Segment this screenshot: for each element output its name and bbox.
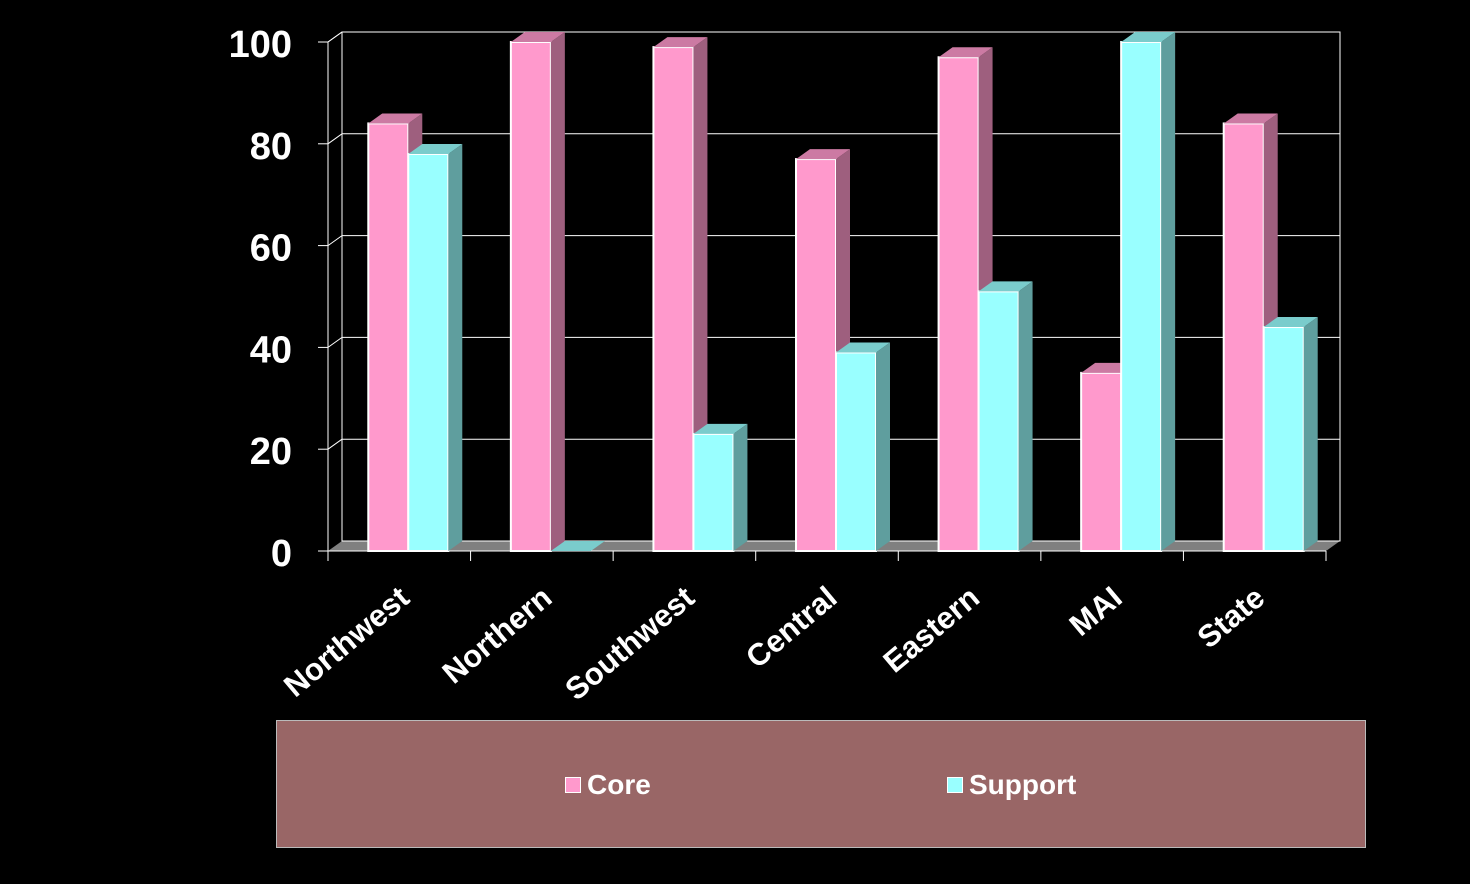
bar-front: [367, 122, 410, 552]
x-tick-labels: Northwest Northern Southwest Central Eastern…: [277, 580, 1271, 708]
bar-top: [510, 32, 565, 42]
x-tick-label: Central: [739, 580, 843, 675]
bar-front: [509, 41, 552, 552]
bar-core-southwest: [652, 37, 708, 553]
y-tick-label: 0: [271, 533, 292, 575]
gridline-diagonal: [327, 133, 343, 145]
legend: Core Support: [276, 720, 1366, 848]
bar-side: [1303, 317, 1318, 551]
bar-support-eastern: [977, 281, 1033, 552]
bar-core-northern: [509, 32, 565, 552]
gridline-diagonal: [327, 235, 343, 247]
bar-side: [1161, 32, 1176, 551]
gridline-diagonal: [327, 438, 343, 450]
gridline-diagonal: [327, 336, 343, 348]
y-tick-label: 100: [229, 24, 292, 66]
bar-front: [1120, 41, 1163, 552]
bar-top: [408, 143, 463, 154]
x-tick-label: Southwest: [558, 580, 701, 708]
bar-side: [550, 32, 565, 551]
legend-label-support: Support: [969, 769, 1077, 800]
bar-top: [1223, 113, 1278, 124]
bar-top: [368, 113, 423, 124]
bar-front: [937, 56, 980, 553]
bar-top: [693, 423, 748, 434]
x-tick-label: Eastern: [876, 580, 986, 680]
bar-front: [652, 46, 695, 553]
bar-top: [938, 47, 993, 58]
legend-label-core: Core: [587, 769, 651, 800]
y-tick-label: 80: [250, 126, 292, 168]
bar-front: [977, 290, 1020, 552]
bar-front: [407, 152, 450, 552]
bar-support-mai: [1120, 32, 1176, 552]
y-tick-labels: 0 20 40 60 80 100: [229, 24, 292, 575]
bar-front: [1262, 326, 1305, 553]
x-tick-label: State: [1191, 580, 1272, 656]
bar-front: [835, 351, 877, 552]
bar-support-northern: [550, 541, 605, 551]
x-tick-label: MAI: [1063, 580, 1129, 643]
bar-support-state: [1262, 317, 1318, 553]
legend-swatch-support: [947, 777, 963, 793]
bar-top: [550, 541, 605, 551]
bar-support-northwest: [407, 143, 463, 552]
bar-front: [795, 158, 837, 552]
bar-side: [876, 342, 890, 551]
bar-support-central: [835, 342, 890, 552]
bar-side: [1018, 281, 1033, 551]
x-tick-label: Northern: [436, 580, 559, 691]
bar-top: [1121, 32, 1176, 42]
bar-top: [653, 37, 708, 48]
bar-side: [448, 143, 463, 552]
bar-side: [693, 37, 708, 551]
bars: [367, 32, 1318, 553]
bar-side: [733, 423, 748, 551]
bar-front: [1080, 371, 1123, 552]
x-tick-label: Northwest: [277, 580, 416, 704]
bar-top: [796, 149, 850, 160]
bar-top: [978, 281, 1033, 292]
y-tick-label: 60: [250, 228, 292, 270]
bar-top: [1263, 317, 1318, 328]
bar-top: [836, 342, 890, 353]
y-tick-label: 20: [250, 431, 292, 473]
y-tick-label: 40: [250, 329, 292, 371]
legend-item-support: Support: [947, 769, 1076, 801]
bar-front: [692, 432, 735, 552]
legend-swatch-core: [565, 777, 581, 793]
legend-item-core: Core: [565, 769, 651, 801]
bar-support-southwest: [692, 423, 748, 552]
bar-front: [1222, 122, 1265, 552]
bar-core-central: [795, 149, 850, 552]
gridline-diagonal: [327, 31, 343, 43]
bar-chart: 0 20 40 60 80 100 Northwest Northern Southwest C…: [229, 24, 1341, 708]
